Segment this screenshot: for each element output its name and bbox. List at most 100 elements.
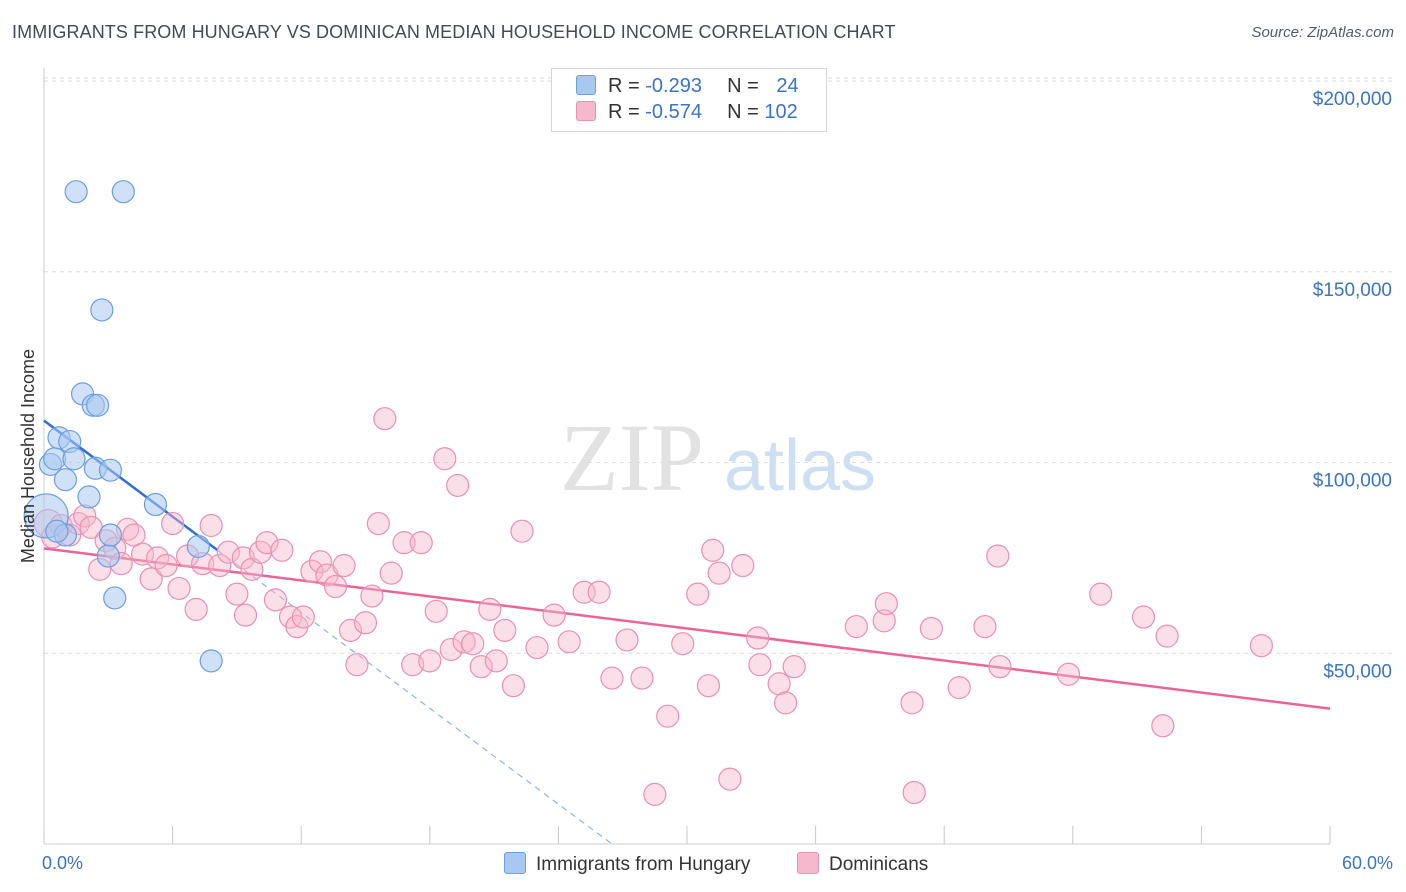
y-tick-labels: $50,000 $100,000 $150,000 $200,000 (1313, 89, 1392, 682)
legend-n-value: 102 (764, 101, 798, 123)
point-dominicans (1056, 662, 1081, 686)
point-dominicans (452, 630, 476, 654)
point-dominicans (161, 511, 185, 536)
point-hungary (77, 485, 101, 509)
point-dominicans (557, 630, 581, 654)
point-dominicans (773, 691, 798, 715)
point-dominicans (630, 666, 654, 690)
point-dominicans (255, 531, 279, 555)
legend-swatch-dominicans (576, 101, 596, 121)
bottom-legend-swatch-hungary (504, 852, 526, 874)
point-dominicans (731, 553, 755, 578)
point-dominicans (353, 611, 378, 635)
x-tick-label-min: 0.0% (42, 853, 83, 873)
point-dominicans (696, 674, 721, 698)
chart-title: IMMIGRANTS FROM HUNGARY VS DOMINICAN MED… (12, 22, 896, 42)
point-dominicans (308, 550, 333, 574)
point-dominicans (988, 655, 1012, 679)
point-dominicans (844, 614, 868, 639)
point-dominicans (300, 559, 324, 583)
point-dominicans (323, 574, 348, 599)
watermark-atlas: atlas (724, 426, 876, 506)
point-dominicans (263, 588, 288, 612)
source-label: Source: ZipAtlas.com (1251, 24, 1394, 41)
point-dominicans (782, 655, 806, 679)
point-dominicans (874, 592, 898, 616)
y-tick-label: $150,000 (1313, 280, 1392, 301)
point-hungary (96, 544, 120, 568)
point-dominicans (233, 603, 258, 627)
point-dominicans (392, 531, 416, 555)
point-dominicans (373, 407, 397, 431)
point-dominicans (199, 513, 223, 538)
point-hungary (64, 180, 88, 204)
legend-n-label: N = (727, 75, 759, 97)
point-dominicans (478, 597, 502, 622)
x-tick-label-max: 60.0% (1342, 853, 1393, 873)
watermark-zip: ZIP (560, 404, 704, 511)
point-dominicans (686, 582, 710, 606)
point-dominicans (900, 691, 924, 715)
legend-r-value: -0.574 (645, 101, 702, 123)
point-dominicans (401, 653, 425, 677)
point-dominicans (501, 674, 525, 698)
point-dominicans (947, 675, 971, 700)
point-dominicans (418, 649, 442, 673)
point-dominicans (484, 649, 508, 673)
point-dominicans (973, 614, 997, 639)
point-hungary (85, 393, 110, 417)
point-hungary (143, 492, 168, 517)
point-dominicans (433, 447, 457, 471)
point-dominicans (701, 538, 725, 562)
point-dominicans (902, 780, 926, 805)
point-hungary (90, 298, 114, 322)
point-dominicans (767, 672, 791, 696)
point-dominicans (345, 653, 369, 677)
point-hungary (62, 447, 86, 471)
point-dominicans (919, 616, 943, 641)
point-dominicans (707, 561, 731, 585)
point-dominicans (748, 653, 772, 677)
bottom-legend-dominicans: Dominicans (797, 852, 928, 876)
point-dominicans (461, 632, 485, 656)
legend-r-label: R = (608, 75, 640, 97)
point-hungary (98, 458, 123, 482)
point-dominicans (139, 567, 163, 591)
correlation-legend: R = -0.293 N = 24 R = -0.574 N = 102 (551, 68, 827, 132)
bottom-legend-swatch-dominicans (797, 852, 819, 874)
point-dominicans (1131, 605, 1156, 629)
point-dominicans (872, 609, 896, 633)
bottom-legend-label-dominicans: Dominicans (829, 854, 929, 875)
trendline-dominicans (43, 547, 1331, 710)
point-dominicans (366, 511, 390, 536)
point-dominicans (671, 632, 695, 656)
point-dominicans (718, 767, 742, 791)
point-dominicans (154, 553, 178, 578)
legend-n-value: 24 (776, 75, 799, 97)
point-dominicans (1155, 624, 1179, 648)
point-dominicans (986, 544, 1010, 568)
y-axis-title: Median Household Income (18, 349, 38, 563)
point-dominicans (360, 584, 384, 608)
point-dominicans (643, 782, 667, 807)
point-dominicans (231, 546, 255, 570)
point-dominicans (1151, 714, 1175, 738)
legend-row-hungary: R = -0.293 N = 24 (576, 75, 799, 101)
point-dominicans (493, 618, 517, 642)
point-dominicans (1249, 634, 1274, 658)
point-dominicans (587, 580, 611, 604)
point-dominicans (208, 553, 232, 578)
point-dominicans (656, 704, 680, 728)
legend-swatch-hungary (576, 75, 596, 95)
point-dominicans (542, 603, 566, 627)
point-dominicans (510, 519, 534, 543)
watermark: ZIP atlas (560, 404, 876, 511)
legend-r-label: R = (608, 101, 640, 123)
point-dominicans (469, 655, 493, 679)
axes (43, 68, 1331, 845)
point-dominicans (184, 597, 208, 622)
point-dominicans (1089, 582, 1113, 606)
point-dominicans (615, 628, 639, 652)
point-dominicans (130, 542, 155, 566)
